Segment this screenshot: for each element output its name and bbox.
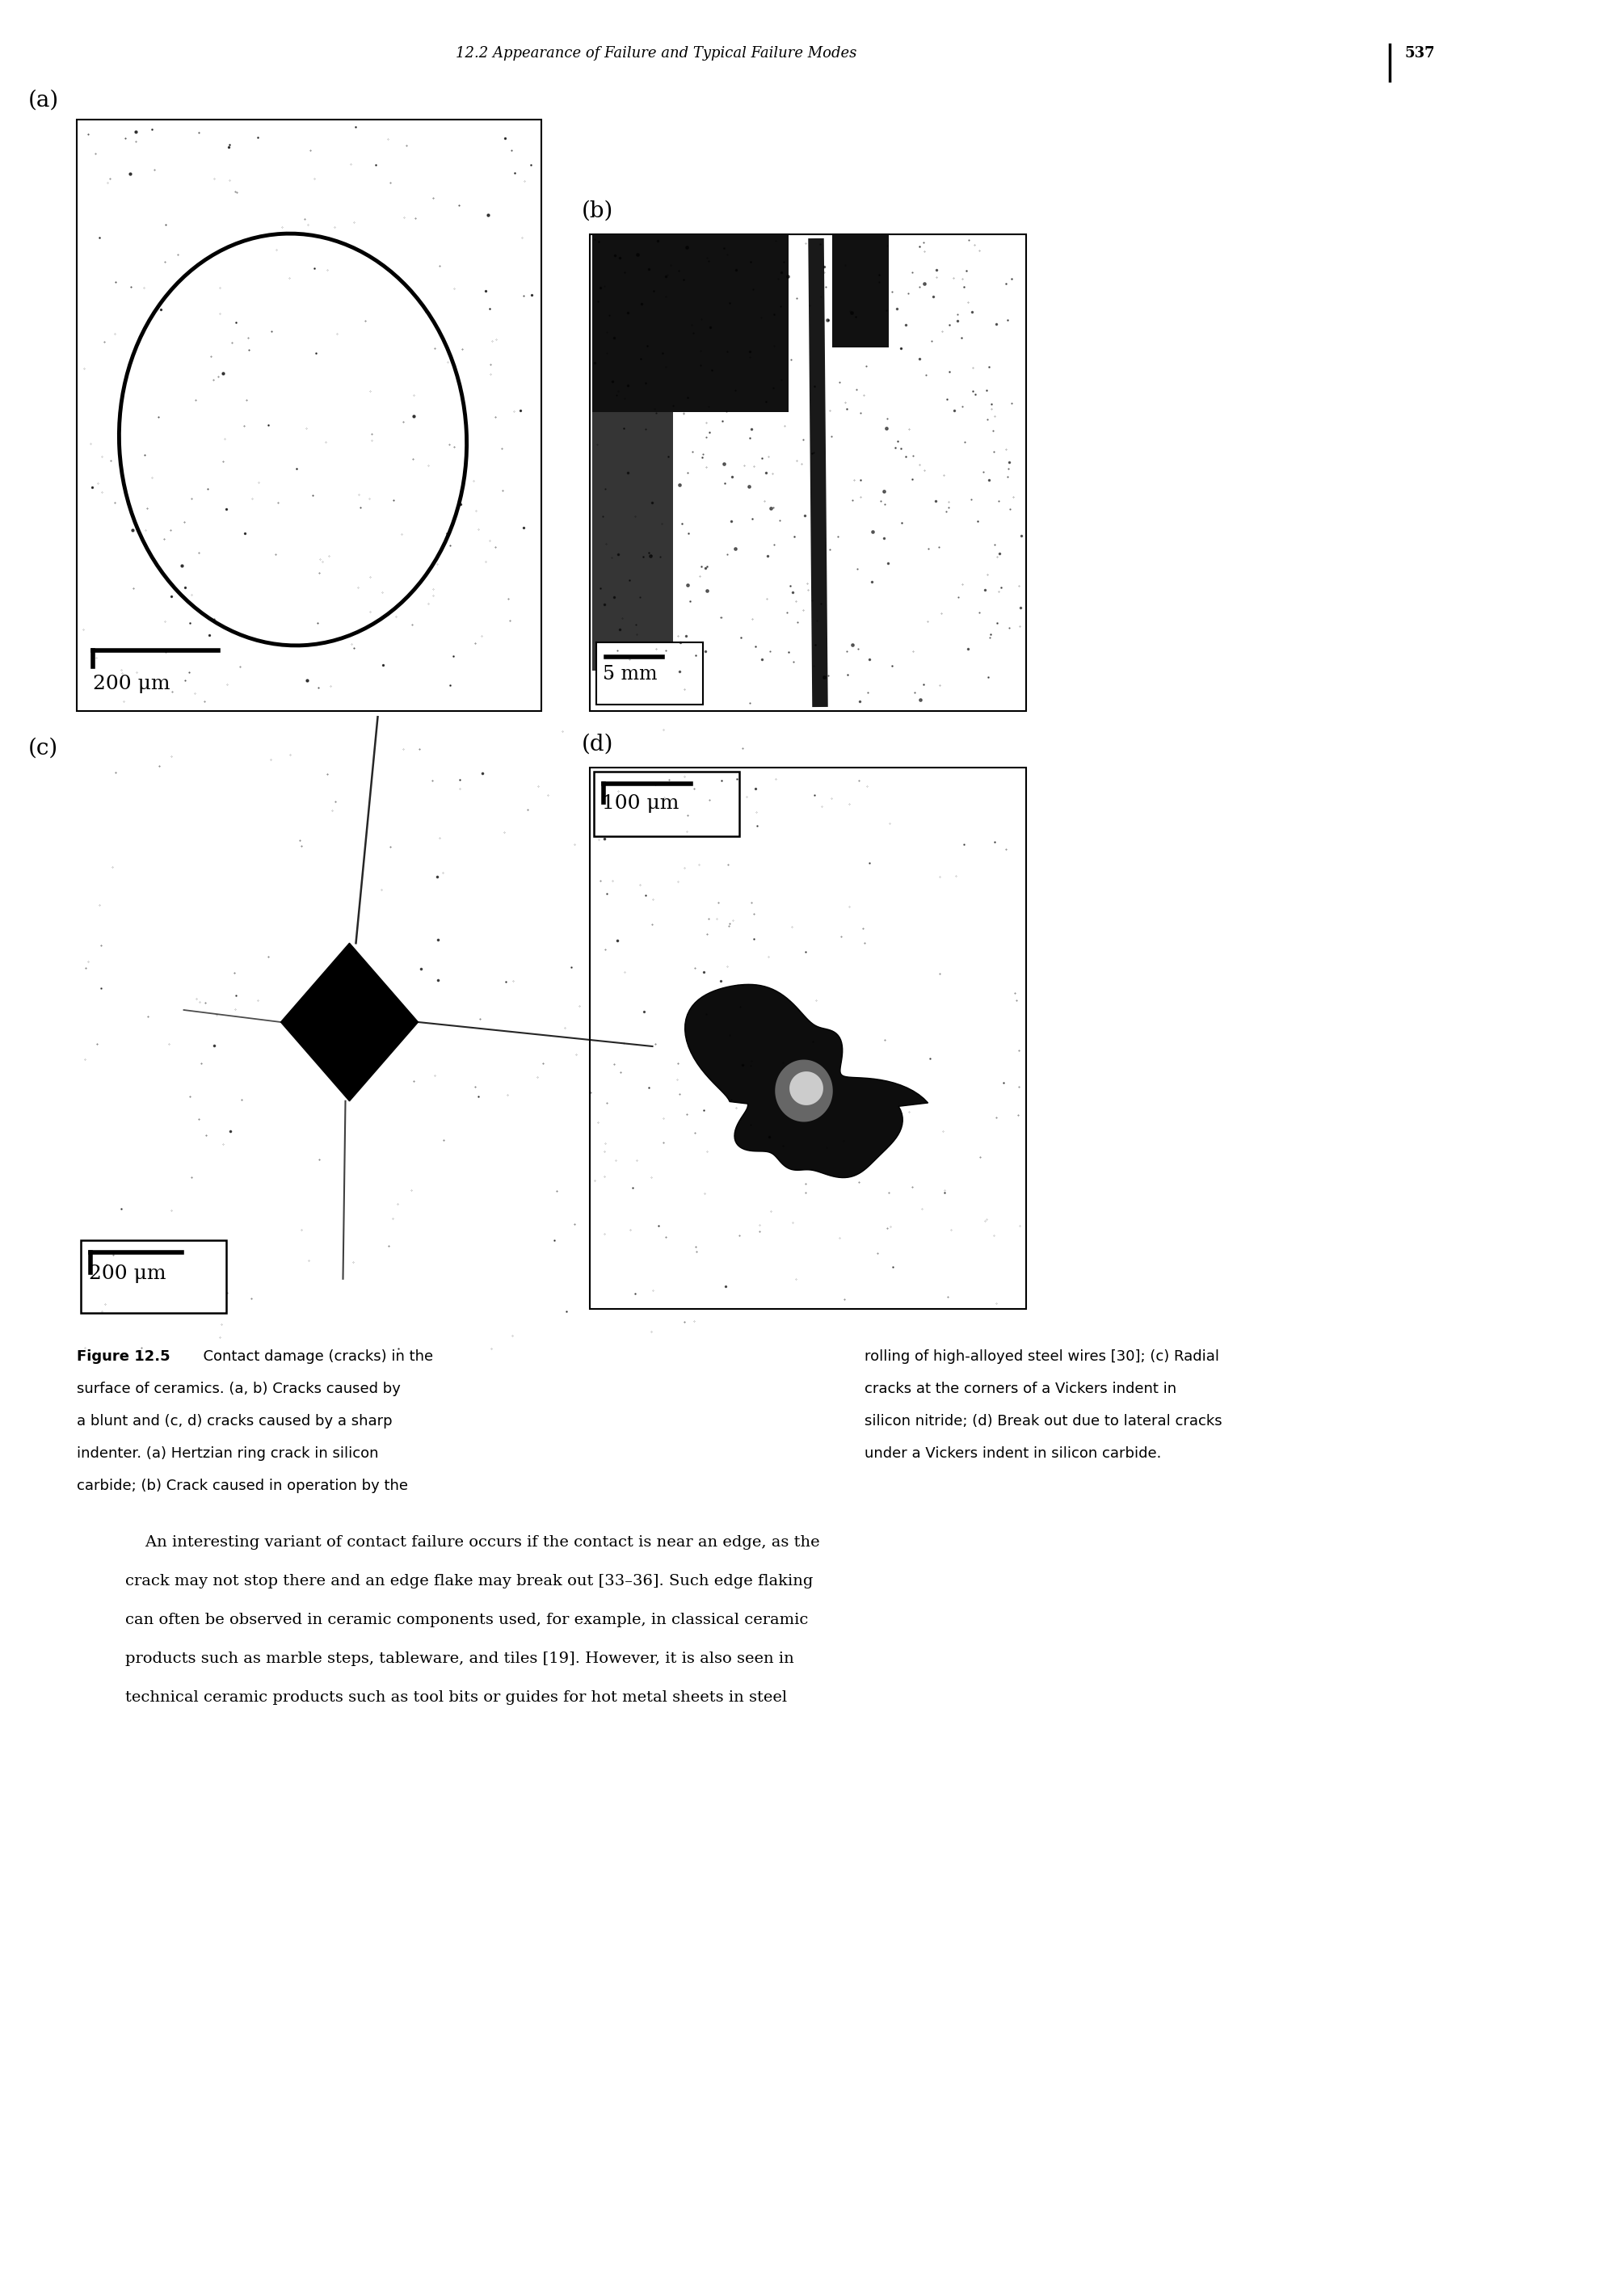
Text: surface of ceramics. (a, b) Cracks caused by: surface of ceramics. (a, b) Cracks cause… [76,1383,401,1396]
Text: can often be observed in ceramic components used, for example, in classical cera: can often be observed in ceramic compone… [125,1614,809,1627]
FancyBboxPatch shape [81,1241,226,1314]
Bar [831,233,888,348]
Text: 100 μm: 100 μm [603,794,679,813]
Text: 12.2 Appearance of Failure and Typical Failure Modes: 12.2 Appearance of Failure and Typical F… [455,46,856,60]
Text: rolling of high-alloyed steel wires [30]; (c) Radial: rolling of high-alloyed steel wires [30]… [864,1348,1220,1364]
Polygon shape [281,943,417,1101]
FancyBboxPatch shape [596,643,703,705]
Text: a blunt and (c, d) cracks caused by a sharp: a blunt and (c, d) cracks caused by a sh… [76,1415,393,1428]
Text: under a Vickers indent in silicon carbide.: under a Vickers indent in silicon carbid… [864,1447,1161,1460]
Polygon shape [789,1071,823,1106]
Polygon shape [685,984,927,1177]
Polygon shape [775,1060,833,1122]
Text: carbide; (b) Crack caused in operation by the: carbide; (b) Crack caused in operation b… [76,1479,408,1492]
Bar [590,233,1026,712]
Text: (d): (d) [581,735,614,755]
Bar [590,767,1026,1309]
Text: cracks at the corners of a Vickers indent in: cracks at the corners of a Vickers inden… [864,1383,1176,1396]
Text: Figure 12.5: Figure 12.5 [76,1348,171,1364]
Bar [593,396,672,671]
Text: (c): (c) [28,737,58,760]
Text: silicon nitride; (d) Break out due to lateral cracks: silicon nitride; (d) Break out due to la… [864,1415,1223,1428]
Bar [76,119,541,712]
Bar [593,233,789,412]
Text: (b): (b) [581,201,614,222]
FancyBboxPatch shape [594,771,739,835]
Text: 200 μm: 200 μm [93,675,171,694]
Text: technical ceramic products such as tool bits or guides for hot metal sheets in s: technical ceramic products such as tool … [125,1689,788,1705]
Text: indenter. (a) Hertzian ring crack in silicon: indenter. (a) Hertzian ring crack in sil… [76,1447,378,1460]
Text: Contact damage (cracks) in the: Contact damage (cracks) in the [193,1348,434,1364]
Text: 537: 537 [1405,46,1434,60]
Text: crack may not stop there and an edge flake may break out [33–36]. Such edge flak: crack may not stop there and an edge fla… [125,1575,814,1589]
Text: (a): (a) [28,89,58,112]
Text: 200 μm: 200 μm [89,1264,166,1284]
Text: An interesting variant of contact failure occurs if the contact is near an edge,: An interesting variant of contact failur… [125,1536,820,1550]
Text: products such as marble steps, tableware, and tiles [19]. However, it is also se: products such as marble steps, tableware… [125,1650,794,1666]
Text: 5 mm: 5 mm [603,666,658,684]
